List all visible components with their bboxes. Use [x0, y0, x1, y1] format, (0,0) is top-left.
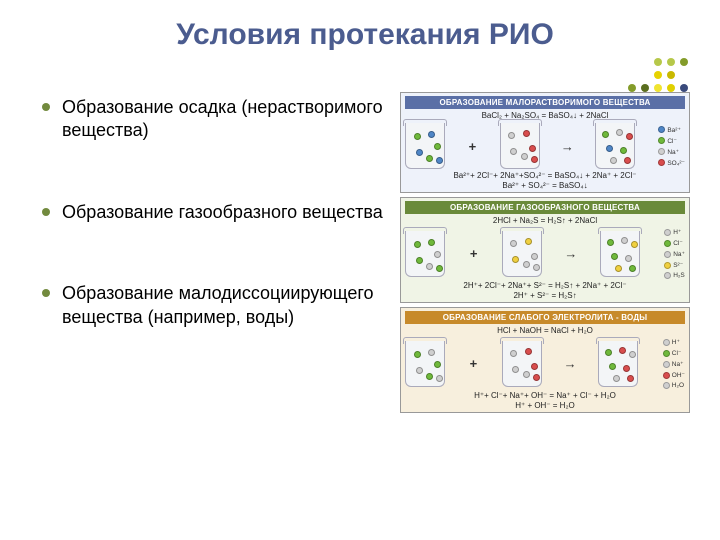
reaction-panel: ОБРАЗОВАНИЕ МАЛОРАСТВОРИМОГО ВЕЩЕСТВА BaC…	[400, 92, 690, 193]
beaker-row: + → H⁺Cl⁻Na⁺S²⁻H₂S	[405, 228, 685, 279]
beaker	[500, 123, 540, 169]
equation-full-ionic: H⁺+ Cl⁻+ Na⁺+ OH⁻ = Na⁺ + Cl⁻ + H₂O	[405, 391, 685, 400]
diagram-panels: ОБРАЗОВАНИЕ МАЛОРАСТВОРИМОГО ВЕЩЕСТВА BaC…	[400, 92, 690, 413]
bullet-item: Образование малодиссоциирующего вещества…	[40, 282, 390, 329]
beaker	[600, 231, 640, 277]
legend: H⁺Cl⁻Na⁺S²⁻H₂S	[664, 228, 685, 279]
panel-header: ОБРАЗОВАНИЕ ГАЗООБРАЗНОГО ВЕЩЕСТВА	[405, 201, 685, 214]
panel-header: ОБРАЗОВАНИЕ СЛАБОГО ЭЛЕКТРОЛИТА - ВОДЫ	[405, 311, 685, 324]
reaction-panel: ОБРАЗОВАНИЕ ГАЗООБРАЗНОГО ВЕЩЕСТВА 2HCl +…	[400, 197, 690, 303]
slide: Условия протекания РИО Образование осадк…	[0, 0, 720, 540]
beaker	[405, 123, 445, 169]
beaker	[595, 123, 635, 169]
beaker	[405, 231, 445, 277]
equation-net-ionic: H⁺ + OH⁻ = H₂O	[405, 401, 685, 410]
beaker	[502, 341, 542, 387]
equation-molecular: 2HCl + Na₂S = H₂S↑ + 2NaCl	[405, 216, 685, 225]
beaker	[405, 341, 445, 387]
bullet-list: Образование осадка (нерастворимого вещес…	[40, 92, 400, 413]
equation-net-ionic: Ba²⁺ + SO₄²⁻ = BaSO₄↓	[405, 181, 685, 190]
plus-icon: +	[467, 246, 481, 261]
plus-icon: +	[466, 356, 480, 371]
equation-full-ionic: Ba²⁺+ 2Cl⁻+ 2Na⁺+SO₄²⁻ = BaSO₄↓ + 2Na⁺ +…	[405, 171, 685, 180]
equation-molecular: HCl + NaOH = NaCl + H₂O	[405, 326, 685, 335]
bullet-item: Образование осадка (нерастворимого вещес…	[40, 96, 390, 143]
beaker-row: + → Ba²⁺Cl⁻Na⁺SO₄²⁻	[405, 123, 685, 169]
beaker	[598, 341, 638, 387]
panel-header: ОБРАЗОВАНИЕ МАЛОРАСТВОРИМОГО ВЕЩЕСТВА	[405, 96, 685, 109]
content-area: Образование осадка (нерастворимого вещес…	[40, 92, 690, 413]
legend: H⁺Cl⁻Na⁺OH⁻H₂O	[663, 338, 685, 389]
arrow-icon: →	[560, 139, 574, 154]
reaction-panel: ОБРАЗОВАНИЕ СЛАБОГО ЭЛЕКТРОЛИТА - ВОДЫ HC…	[400, 307, 690, 413]
equation-full-ionic: 2H⁺+ 2Cl⁻+ 2Na⁺+ S²⁻ = H₂S↑ + 2Na⁺ + 2Cl…	[405, 281, 685, 290]
bullet-item: Образование газообразного вещества	[40, 201, 390, 224]
equation-net-ionic: 2H⁺ + S²⁻ = H₂S↑	[405, 291, 685, 300]
legend: Ba²⁺Cl⁻Na⁺SO₄²⁻	[658, 126, 685, 167]
arrow-icon: →	[563, 356, 577, 371]
beaker-row: + → H⁺Cl⁻Na⁺OH⁻H₂O	[405, 338, 685, 389]
decorative-dot-grid	[628, 58, 690, 94]
beaker	[502, 231, 542, 277]
plus-icon: +	[465, 139, 479, 154]
equation-molecular: BaCl₂ + Na₂SO₄ = BaSO₄↓ + 2NaCl	[405, 111, 685, 120]
arrow-icon: →	[564, 246, 578, 261]
slide-title: Условия протекания РИО	[40, 18, 690, 52]
